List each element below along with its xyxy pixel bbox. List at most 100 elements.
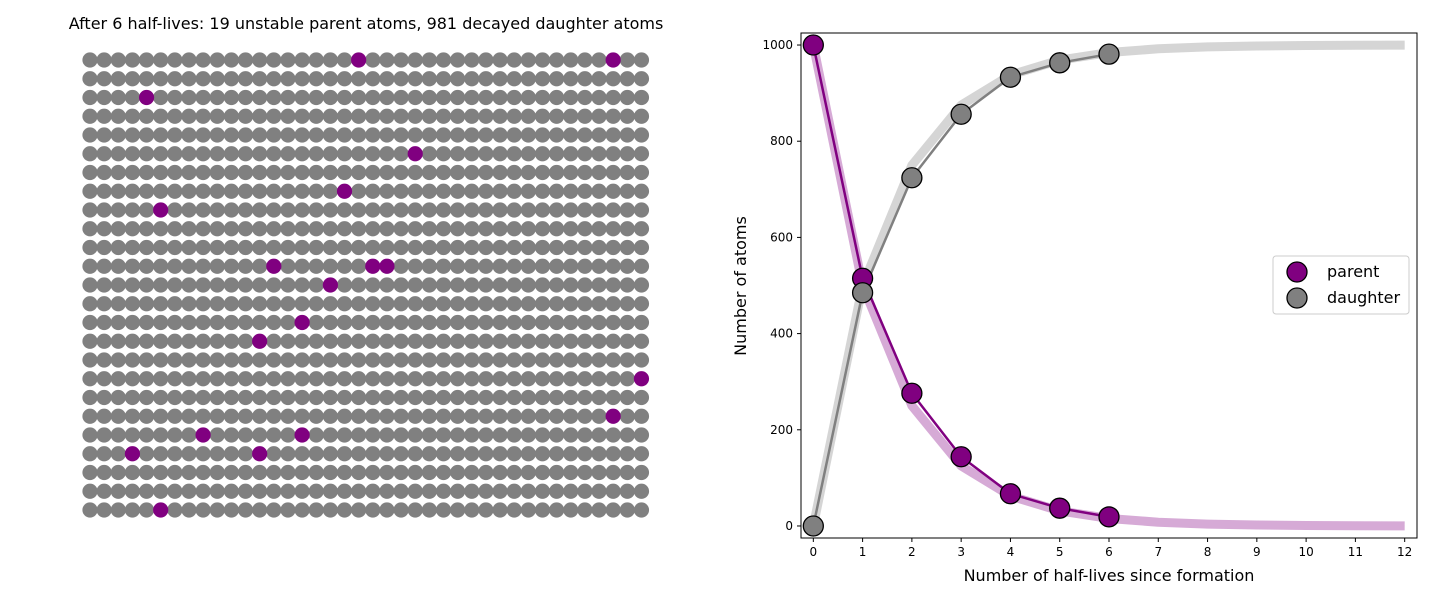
daughter-atom [393,333,409,349]
daughter-atom [280,352,296,368]
daughter-atom [464,146,480,162]
daughter-atom [308,464,324,481]
daughter-atom [181,239,197,256]
daughter-atom [534,464,551,481]
daughter-atom [138,371,155,387]
daughter-atom [167,502,183,518]
daughter-atom [534,408,551,424]
daughter-atom [534,427,551,443]
daughter-atom [209,164,225,181]
daughter-atom [110,314,126,331]
daughter-atom [82,146,98,162]
daughter-atom [237,464,254,481]
daughter-atom [110,389,126,406]
daughter-atom [450,389,466,406]
daughter-atom [322,71,338,87]
daughter-atom [82,89,98,106]
x-tick-label: 12 [1397,545,1412,559]
daughter-atom [633,127,650,143]
daughter-atom [223,71,239,87]
daughter-atom [633,239,650,256]
daughter-atom [308,258,324,274]
daughter-atom [223,502,239,518]
daughter-atom [351,164,367,181]
daughter-atom [322,258,338,274]
daughter-atom [308,52,324,68]
daughter-atom [492,202,508,218]
daughter-atom [506,164,522,181]
parent-atom [294,314,310,331]
daughter-atom [138,314,155,331]
daughter-atom [294,52,310,68]
daughter-atom [195,221,211,237]
y-tick-label: 800 [770,134,793,148]
daughter-atom [421,127,437,143]
daughter-atom [153,483,169,499]
daughter-atom [464,371,480,387]
daughter-atom [549,352,565,368]
daughter-atom [464,183,480,199]
daughter-atom [520,183,536,199]
daughter-atom [110,146,126,162]
daughter-atom [577,239,593,256]
daughter-atom [322,446,338,462]
daughter-atom [124,89,141,106]
daughter-atom [492,446,508,462]
daughter-atom [308,277,324,293]
daughter-atom [195,202,211,218]
daughter-atom [435,71,452,87]
daughter-atom [365,352,381,368]
daughter-atom [322,352,338,368]
daughter-atom [308,333,324,349]
daughter-atom [393,258,409,274]
daughter-atom [110,258,126,274]
daughter-atom [520,108,536,124]
daughter-atom [280,408,296,424]
daughter-atom [365,221,381,237]
daughter-atom [124,427,141,443]
daughter-atom [619,164,635,181]
daughter-atom [492,464,508,481]
daughter-atom [464,333,480,349]
daughter-atom [110,89,126,106]
daughter-atom [520,446,536,462]
daughter-atom [563,314,579,331]
daughter-atom [379,277,395,293]
daughter-atom [464,258,480,274]
daughter-atom [237,127,254,143]
daughter-atom [237,483,254,499]
daughter-atom [153,427,169,443]
daughter-atom [450,446,466,462]
daughter-atom [577,389,593,406]
daughter-atom [294,71,310,87]
daughter-atom [195,52,211,68]
daughter-atom [209,333,225,349]
legend-label-daughter: daughter [1327,288,1401,307]
daughter-atom [577,427,593,443]
daughter-atom [534,89,551,106]
daughter-atom [450,202,466,218]
daughter-atom [563,464,579,481]
daughter-atom [167,52,183,68]
daughter-atom [464,352,480,368]
daughter-atom [209,464,225,481]
daughter-atom [577,164,593,181]
daughter-atom [450,146,466,162]
y-tick-label: 400 [770,327,793,341]
daughter-atom [124,483,141,499]
daughter-atom [633,183,650,199]
daughter-atom [294,221,310,237]
daughter-atom [124,221,141,237]
daughter-atom [365,127,381,143]
daughter-atom [605,127,621,143]
daughter-atom [124,108,141,124]
daughter-atom [534,352,551,368]
daughter-atom [195,408,211,424]
daughter-atom [591,483,607,499]
daughter-atom [209,52,225,68]
daughter-atom [633,408,650,424]
daughter-atom [110,52,126,68]
daughter-atom [379,464,395,481]
daughter-atom [280,502,296,518]
daughter-atom [181,146,197,162]
